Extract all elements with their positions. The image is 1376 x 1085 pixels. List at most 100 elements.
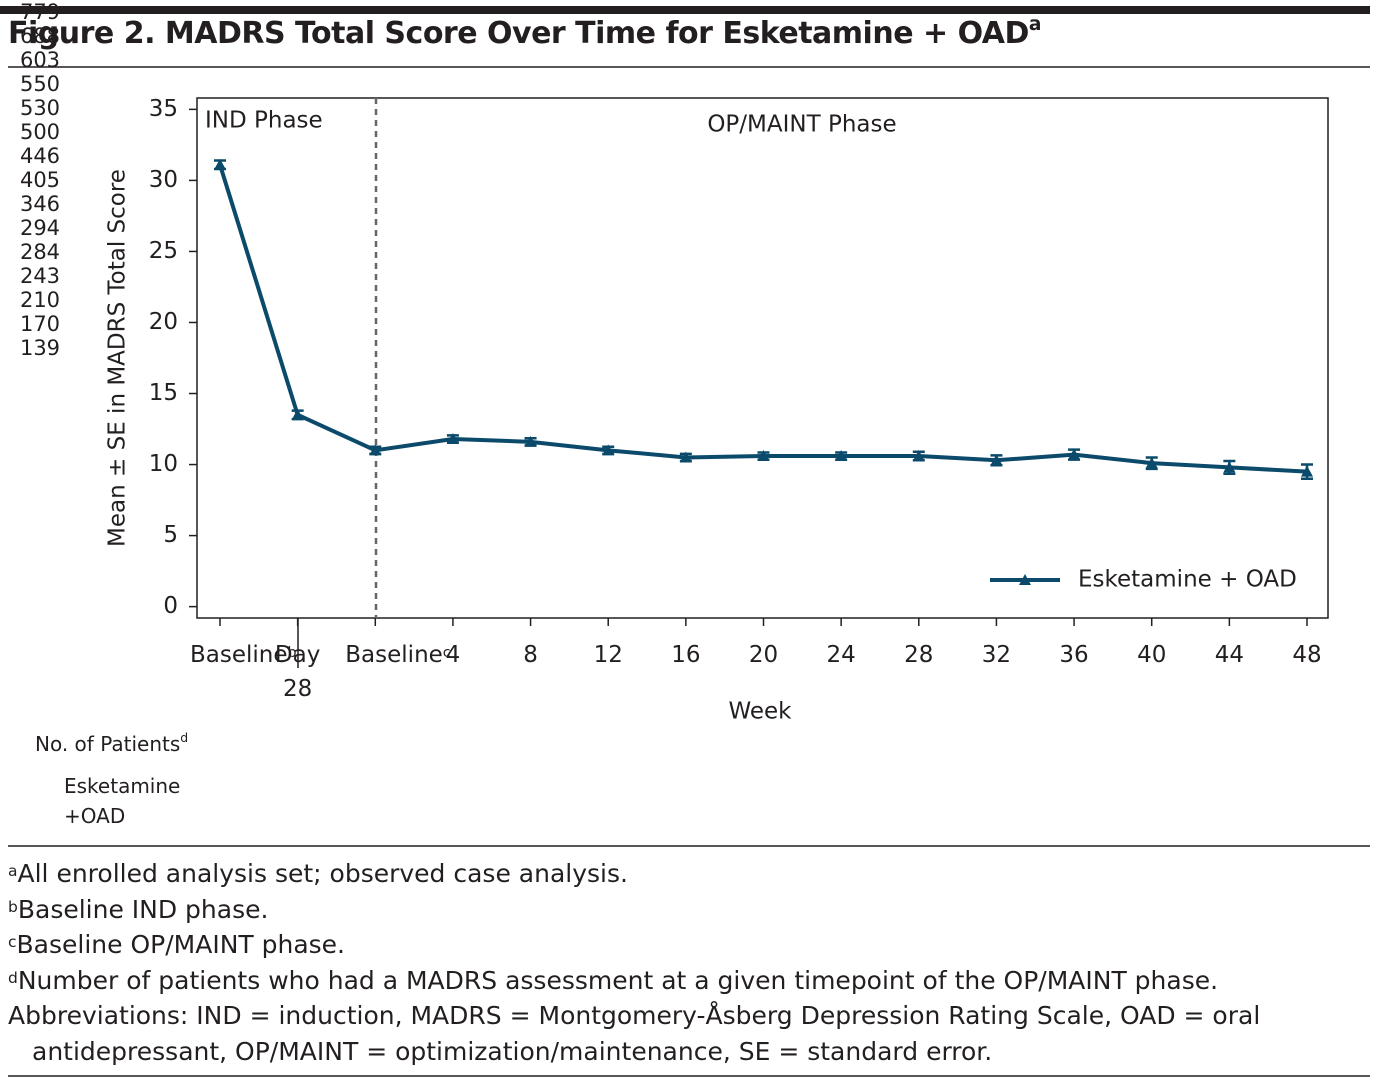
patient-count: 550 (19, 72, 61, 96)
marker (757, 450, 770, 462)
y-tick-label: 35 (149, 96, 178, 122)
x-tick-label-note: c (442, 645, 451, 661)
patient-count: 284 (19, 240, 61, 264)
x-tick-label-box: 28 (904, 638, 933, 672)
marker (835, 450, 848, 462)
footnote-mark: d (8, 968, 18, 987)
x-tick-label-text: 4 (445, 642, 461, 668)
x-tick-label-text: 36 (1059, 642, 1089, 668)
marker (1145, 457, 1158, 469)
marker (679, 451, 692, 463)
patient-count: 530 (19, 96, 61, 120)
patients-title-note: d (180, 730, 189, 745)
x-tick-label: 8 (461, 638, 601, 672)
x-tick-label: 4 (383, 638, 523, 672)
x-tick-label-box: Baselinec (345, 638, 450, 672)
patient-count: 603 (19, 48, 61, 72)
footnote-mark: b (8, 897, 18, 916)
marker (214, 158, 226, 170)
x-tick-label-text: Baseline (190, 642, 288, 668)
x-tick-label-text: Day 28 (274, 642, 321, 702)
marker (369, 444, 382, 456)
x-tick-label-text: 44 (1214, 642, 1244, 668)
x-tick-label: Day 28 (228, 638, 368, 706)
x-tick-label: 40 (1082, 638, 1222, 672)
y-tick-label: 10 (149, 451, 178, 477)
marker (1301, 465, 1313, 477)
patient-count: 346 (19, 192, 61, 216)
x-tick-label: 20 (694, 638, 834, 672)
patient-count: 688 (19, 24, 61, 48)
y-axis-label: Mean ± SE in MADRS Total Score (105, 169, 131, 547)
annotation: OP/MAINT Phase (707, 112, 896, 138)
x-tick-label-box: 36 (1059, 638, 1088, 672)
legend-marker (1019, 574, 1031, 585)
footnote-mark: c (8, 933, 17, 951)
x-tick-label-box: 20 (749, 638, 778, 672)
marker (1068, 448, 1081, 460)
patients-title: No. of Patientsd (35, 730, 189, 756)
patient-count: 139 (19, 336, 61, 360)
marker (524, 435, 537, 447)
title-note: a (1028, 14, 1042, 35)
marker (990, 454, 1003, 466)
x-tick-label: 24 (771, 638, 911, 672)
x-tick-label-text: 12 (593, 642, 623, 668)
title: Figure 2. MADRS Total Score Over Time fo… (8, 14, 1042, 51)
x-tick-label-box: Baselineb (190, 638, 297, 672)
x-tick-label-text: 20 (748, 642, 779, 668)
legend-label: Esketamine + OAD (1078, 567, 1297, 593)
x-tick-label-box: Day 28 (268, 638, 328, 706)
patient-count: 446 (19, 144, 61, 168)
patient-count: 170 (19, 312, 61, 336)
footnote-text: All enrolled analysis set; observed case… (17, 859, 628, 888)
patient-count: 243 (19, 264, 61, 288)
plot-frame (196, 97, 1329, 619)
x-tick-label-note: b (287, 645, 297, 661)
x-tick-label-text: 32 (981, 642, 1012, 668)
x-tick-label: 48 (1237, 638, 1376, 672)
footnote: bBaseline IND phase. (8, 892, 1328, 928)
x-tick-label-box: 8 (523, 638, 538, 672)
footnote: dNumber of patients who had a MADRS asse… (8, 963, 1328, 999)
abbreviations: Abbreviations: IND = induction, MADRS = … (8, 1001, 1261, 1066)
y-tick-label: 20 (149, 309, 178, 335)
top-rule (0, 6, 1370, 14)
patient-count: 500 (19, 120, 61, 144)
x-tick-label-box: 4 (446, 638, 461, 672)
x-tick-label: 16 (616, 638, 756, 672)
marker (446, 432, 459, 444)
x-tick-label-box: 12 (594, 638, 623, 672)
patient-count: 294 (19, 216, 61, 240)
footnote-text: Baseline OP/MAINT phase. (16, 930, 345, 959)
x-tick-label-text: Baseline (345, 642, 443, 668)
y-tick-label: 5 (163, 522, 178, 548)
x-tick-label: 32 (926, 638, 1066, 672)
footnote-text: Baseline IND phase. (17, 894, 269, 924)
x-tick-label: 12 (538, 638, 678, 672)
patients-row-label: Esketamine +OAD (64, 774, 181, 828)
x-tick-label-box: 48 (1292, 638, 1321, 672)
x-tick-label-box: 16 (671, 638, 700, 672)
marker (912, 450, 925, 462)
x-tick-label: 44 (1159, 638, 1299, 672)
title-text: Figure 2. MADRS Total Score Over Time fo… (8, 16, 1029, 51)
y-tick-label: 25 (149, 238, 178, 264)
y-tick-label: 15 (149, 380, 178, 406)
x-tick-label: 36 (1004, 638, 1144, 672)
footnotes: aAll enrolled analysis set; observed cas… (8, 856, 1328, 1069)
x-tick-label-text: 8 (523, 642, 538, 668)
x-tick-label-text: 16 (671, 642, 701, 668)
footnote-mark: a (8, 862, 18, 880)
patient-count: 405 (19, 168, 61, 192)
x-tick-label-text: 40 (1137, 642, 1167, 668)
x-tick-label-box: 44 (1215, 638, 1244, 672)
x-axis-label: Week (728, 699, 792, 725)
x-tick-label-text: 48 (1292, 642, 1322, 668)
x-tick-label-box: 24 (827, 638, 856, 672)
patient-count: 210 (19, 288, 61, 312)
x-tick-label-box: 40 (1137, 638, 1166, 672)
x-tick-label: 28 (849, 638, 989, 672)
